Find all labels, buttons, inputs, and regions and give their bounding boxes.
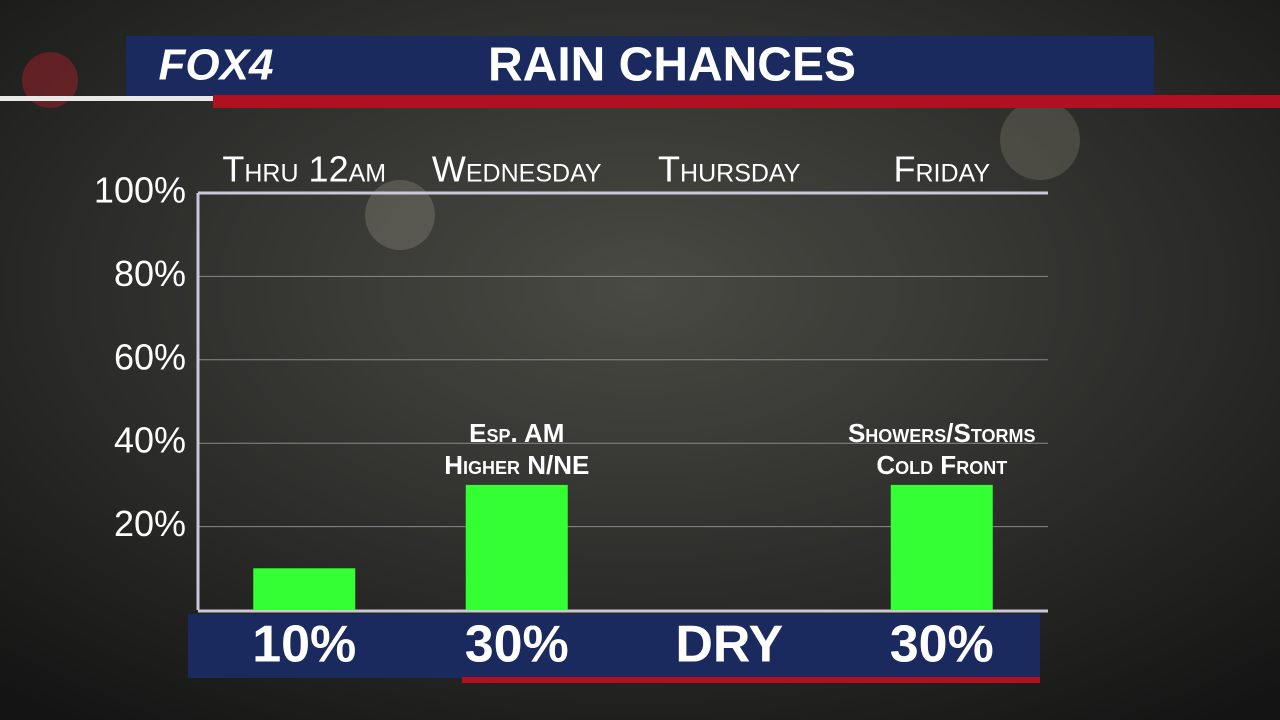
y-tick-label: 60%: [114, 336, 186, 377]
x-tick-label: Thru 12am: [222, 149, 386, 190]
bokeh: [22, 52, 78, 108]
header-red-line: [213, 95, 1280, 108]
x-tick-label: Friday: [893, 149, 990, 190]
y-tick-label: 40%: [114, 420, 186, 461]
y-tick-label: 100%: [94, 170, 186, 211]
bokeh: [1000, 100, 1080, 180]
annotation: Cold Front: [876, 450, 1007, 480]
bar: [253, 568, 356, 610]
value-label: DRY: [675, 616, 783, 674]
logo: FOX4: [159, 41, 274, 90]
bar: [465, 484, 568, 610]
value-bar: [188, 614, 1040, 678]
header-white-line: [0, 96, 213, 101]
value-label: 30%: [465, 616, 569, 674]
value-label: 10%: [252, 616, 356, 674]
annotation: Esp. AM: [469, 418, 564, 448]
annotation: Higher N/NE: [444, 450, 589, 480]
value-label: 30%: [890, 616, 994, 674]
value-bar-red-line: [462, 677, 1040, 683]
x-tick-label: Wednesday: [432, 149, 602, 190]
y-tick-label: 20%: [114, 503, 186, 544]
x-tick-label: Thursday: [658, 149, 801, 190]
bokeh: [365, 180, 435, 250]
y-tick-label: 80%: [114, 253, 186, 294]
bar: [890, 484, 993, 610]
chart-title: RAIN CHANCES: [488, 39, 856, 92]
annotation: Showers/Storms: [848, 418, 1036, 448]
header-bar: [126, 36, 1154, 96]
